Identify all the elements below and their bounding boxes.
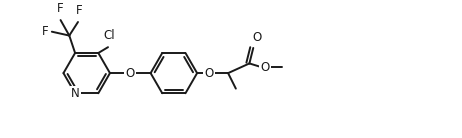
Text: F: F	[76, 4, 82, 17]
Text: O: O	[204, 67, 213, 80]
Text: O: O	[126, 67, 135, 80]
Text: Cl: Cl	[103, 29, 115, 42]
Text: F: F	[57, 2, 64, 15]
Text: F: F	[43, 25, 49, 38]
Text: O: O	[260, 61, 269, 74]
Text: N: N	[71, 87, 79, 100]
Text: O: O	[253, 31, 262, 44]
